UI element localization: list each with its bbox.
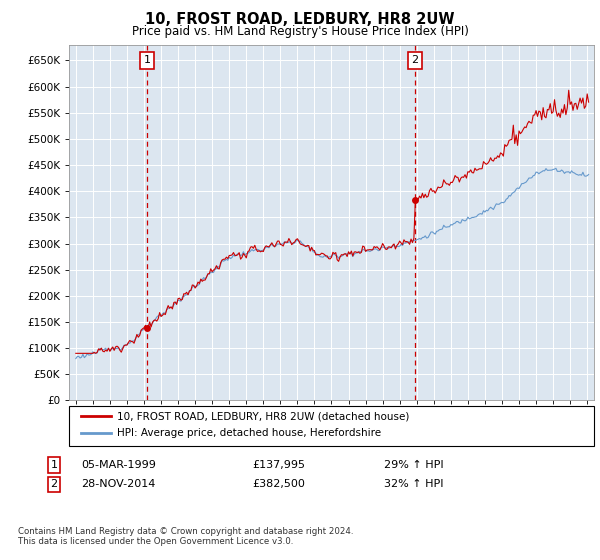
- Text: HPI: Average price, detached house, Herefordshire: HPI: Average price, detached house, Here…: [117, 428, 381, 438]
- Text: 1: 1: [50, 460, 58, 470]
- Text: Contains HM Land Registry data © Crown copyright and database right 2024.
This d: Contains HM Land Registry data © Crown c…: [18, 526, 353, 546]
- Text: 2: 2: [50, 479, 58, 489]
- Text: £137,995: £137,995: [252, 460, 305, 470]
- Text: 29% ↑ HPI: 29% ↑ HPI: [384, 460, 443, 470]
- Text: 28-NOV-2014: 28-NOV-2014: [81, 479, 155, 489]
- Text: 05-MAR-1999: 05-MAR-1999: [81, 460, 156, 470]
- Text: 1: 1: [143, 55, 151, 66]
- Text: Price paid vs. HM Land Registry's House Price Index (HPI): Price paid vs. HM Land Registry's House …: [131, 25, 469, 38]
- Text: 32% ↑ HPI: 32% ↑ HPI: [384, 479, 443, 489]
- Text: 10, FROST ROAD, LEDBURY, HR8 2UW (detached house): 10, FROST ROAD, LEDBURY, HR8 2UW (detach…: [117, 411, 409, 421]
- Text: 10, FROST ROAD, LEDBURY, HR8 2UW: 10, FROST ROAD, LEDBURY, HR8 2UW: [145, 12, 455, 27]
- Text: 2: 2: [412, 55, 419, 66]
- Text: £382,500: £382,500: [252, 479, 305, 489]
